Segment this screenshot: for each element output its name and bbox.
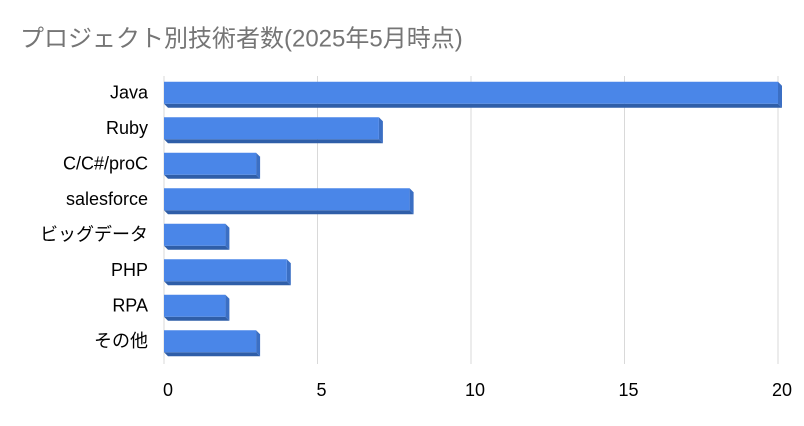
bar-bottom-face bbox=[164, 139, 383, 144]
bar-bottom-face bbox=[164, 281, 291, 286]
y-tick-label: salesforce bbox=[66, 189, 148, 209]
bar bbox=[164, 259, 287, 282]
y-tick-label: PHP bbox=[111, 260, 148, 280]
bar-side-face bbox=[256, 330, 261, 357]
bar-bottom-face bbox=[164, 174, 261, 179]
y-tick-label: Ruby bbox=[106, 118, 148, 138]
bar-bottom-face bbox=[164, 245, 230, 250]
bar-side-face bbox=[225, 223, 230, 250]
bar bbox=[164, 223, 226, 246]
y-tick-label: C/C#/proC bbox=[63, 154, 148, 174]
bar-side-face bbox=[286, 259, 291, 286]
bar bbox=[164, 152, 257, 175]
bar-side-face bbox=[378, 117, 383, 144]
bar-bottom-face bbox=[164, 103, 782, 108]
x-tick-label: 5 bbox=[316, 380, 326, 400]
bar-bottom-face bbox=[164, 210, 414, 215]
x-tick-label: 20 bbox=[772, 380, 792, 400]
bar bbox=[164, 81, 778, 104]
bar-bottom-face bbox=[164, 352, 261, 357]
bar-side-face bbox=[778, 81, 782, 108]
bar-side-face bbox=[409, 188, 414, 215]
chart-title: プロジェクト別技術者数(2025年5月時点) bbox=[20, 25, 463, 52]
bar-side-face bbox=[256, 152, 261, 179]
bar bbox=[164, 294, 226, 317]
x-tick-label: 15 bbox=[618, 380, 638, 400]
bar bbox=[164, 117, 379, 140]
y-tick-label: ビッグデータ bbox=[40, 225, 148, 245]
y-tick-label: Java bbox=[110, 83, 149, 103]
bar-side-face bbox=[225, 294, 230, 321]
bar bbox=[164, 330, 257, 353]
x-tick-label: 10 bbox=[465, 380, 485, 400]
y-tick-label: RPA bbox=[112, 296, 148, 316]
bar-bottom-face bbox=[164, 316, 230, 321]
y-tick-label: その他 bbox=[94, 331, 148, 351]
x-tick-label: 0 bbox=[163, 380, 173, 400]
bar bbox=[164, 188, 410, 211]
